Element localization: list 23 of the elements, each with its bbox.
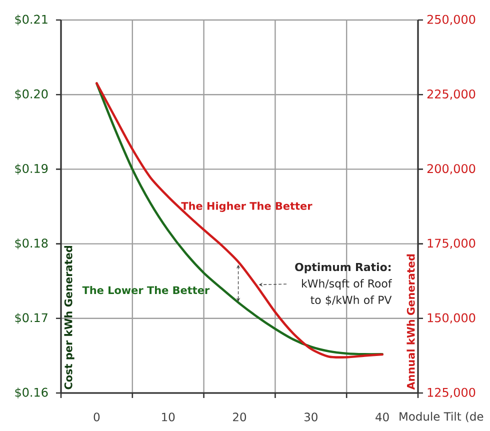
y2-tick-label: 175,000 xyxy=(428,238,476,249)
y2-tick-label: 125,000 xyxy=(428,388,476,398)
x-axis-title: Module Tilt (de xyxy=(400,412,484,422)
y-tick-label: $0.17 xyxy=(15,312,48,324)
series-label: The Lower The Better xyxy=(82,286,210,294)
y2-tick-label: 150,000 xyxy=(428,313,476,324)
annotation: Optimum Ratio: kWh/sqft of Roof to $/kWh of PV xyxy=(295,262,392,306)
x-tick-label: 10 xyxy=(162,412,175,422)
x-tick-label: 20 xyxy=(233,412,246,422)
y-tick-label: $0.16 xyxy=(15,388,48,398)
x-tick-label: 0 xyxy=(94,412,100,422)
y-tick-label: $0.18 xyxy=(15,238,48,250)
y2-tick-label: 225,000 xyxy=(427,89,476,100)
y2-tick-label: 200,000 xyxy=(427,164,476,174)
y2-tick-label: 250,000 xyxy=(427,14,476,26)
y2-axis-title: Annual kWh Generated xyxy=(406,254,415,390)
y-axis-title: Cost per kWh Generated xyxy=(64,246,74,390)
y-tick-label: $0.19 xyxy=(15,164,48,175)
x-tick-label: 30 xyxy=(304,412,318,422)
y-tick-label: $0.20 xyxy=(15,89,48,100)
series-label: The Higher The Better xyxy=(181,202,312,212)
x-tick-label: 40 xyxy=(376,412,389,422)
y-tick-label: $0.21 xyxy=(15,14,48,26)
